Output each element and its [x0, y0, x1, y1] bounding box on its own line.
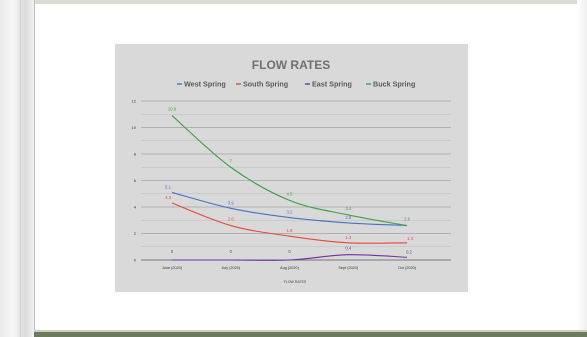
data-label: 2.6 — [404, 217, 410, 222]
data-label: 2.6 — [228, 217, 234, 222]
y-tick-label: 4 — [134, 204, 137, 209]
data-label: 4.3 — [165, 195, 171, 200]
y-tick-label: 6 — [134, 178, 137, 183]
x-tick-label: Sept (2020) — [338, 266, 359, 270]
x-tick-label: July (2020) — [221, 266, 241, 270]
chart-title: FLOW RATES — [252, 58, 330, 72]
bottom-border — [34, 332, 587, 337]
y-tick-label: 0 — [134, 257, 137, 262]
data-label: 3.2 — [287, 210, 293, 215]
y-tick-label: 8 — [134, 151, 137, 156]
series-line — [171, 115, 408, 227]
data-label: 3.9 — [228, 200, 234, 205]
x-tick-label: Oct (2020) — [398, 266, 417, 270]
legend-label: East Spring — [312, 79, 352, 88]
data-label: 1.3 — [345, 235, 351, 240]
data-label: 4.5 — [287, 191, 293, 196]
data-label: 1.8 — [287, 228, 293, 233]
x-axis-ticks: June (2020) July (2020) Aug (2020) Sept (20… — [162, 266, 417, 270]
x-axis-label: FLOW RATES — [284, 280, 307, 284]
y-axis-ticks: 0 2 4 6 8 10 12 — [132, 98, 137, 262]
chart-panel: FLOW RATES West Spring South Spring East S… — [115, 44, 468, 292]
data-label: 3.4 — [345, 206, 351, 211]
flow-rates-chart: FLOW RATES West Spring South Spring East S… — [132, 58, 451, 284]
series-lines — [171, 115, 408, 261]
legend-entry: West Spring — [177, 79, 226, 88]
data-label: 0 — [230, 249, 233, 254]
series-line — [171, 254, 408, 261]
legend-entry: East Spring — [305, 79, 352, 88]
x-tick-label: Aug (2020) — [280, 266, 300, 270]
data-label: 2.8 — [345, 215, 351, 220]
data-label: 10.9 — [168, 107, 177, 112]
series-line — [171, 202, 408, 244]
data-label: 1.3 — [407, 236, 413, 241]
legend-label: West Spring — [184, 79, 226, 88]
data-label: 7 — [230, 158, 233, 163]
legend-entry: Buck Spring — [366, 79, 415, 88]
legend-label: Buck Spring — [373, 79, 415, 88]
x-tick-label: June (2020) — [162, 266, 183, 270]
right-edge-shadow — [577, 0, 587, 337]
data-label: 0.2 — [406, 249, 412, 254]
data-label: 5.1 — [165, 184, 171, 189]
data-label: 0.4 — [345, 246, 351, 251]
data-label: 0 — [171, 249, 174, 254]
y-tick-label: 2 — [134, 231, 137, 236]
top-border — [0, 0, 587, 4]
data-labels: 5.1 3.9 3.2 2.8 4.3 2.6 1.8 1.3 1.3 0 0 0 0.4 0.2 10.9… — [165, 107, 413, 255]
legend-label: South Spring — [243, 79, 288, 88]
binder-edge — [0, 0, 35, 337]
y-tick-label: 12 — [132, 98, 137, 103]
chart-legend: West Spring South Spring East Spring Buck S… — [177, 79, 415, 88]
binder-line — [20, 0, 21, 337]
bottom-border-highlight — [34, 330, 587, 332]
y-tick-label: 10 — [132, 125, 137, 130]
legend-entry: South Spring — [236, 79, 288, 88]
chart-gridlines — [141, 100, 451, 261]
data-label: 0 — [288, 249, 291, 254]
series-line — [171, 191, 408, 227]
